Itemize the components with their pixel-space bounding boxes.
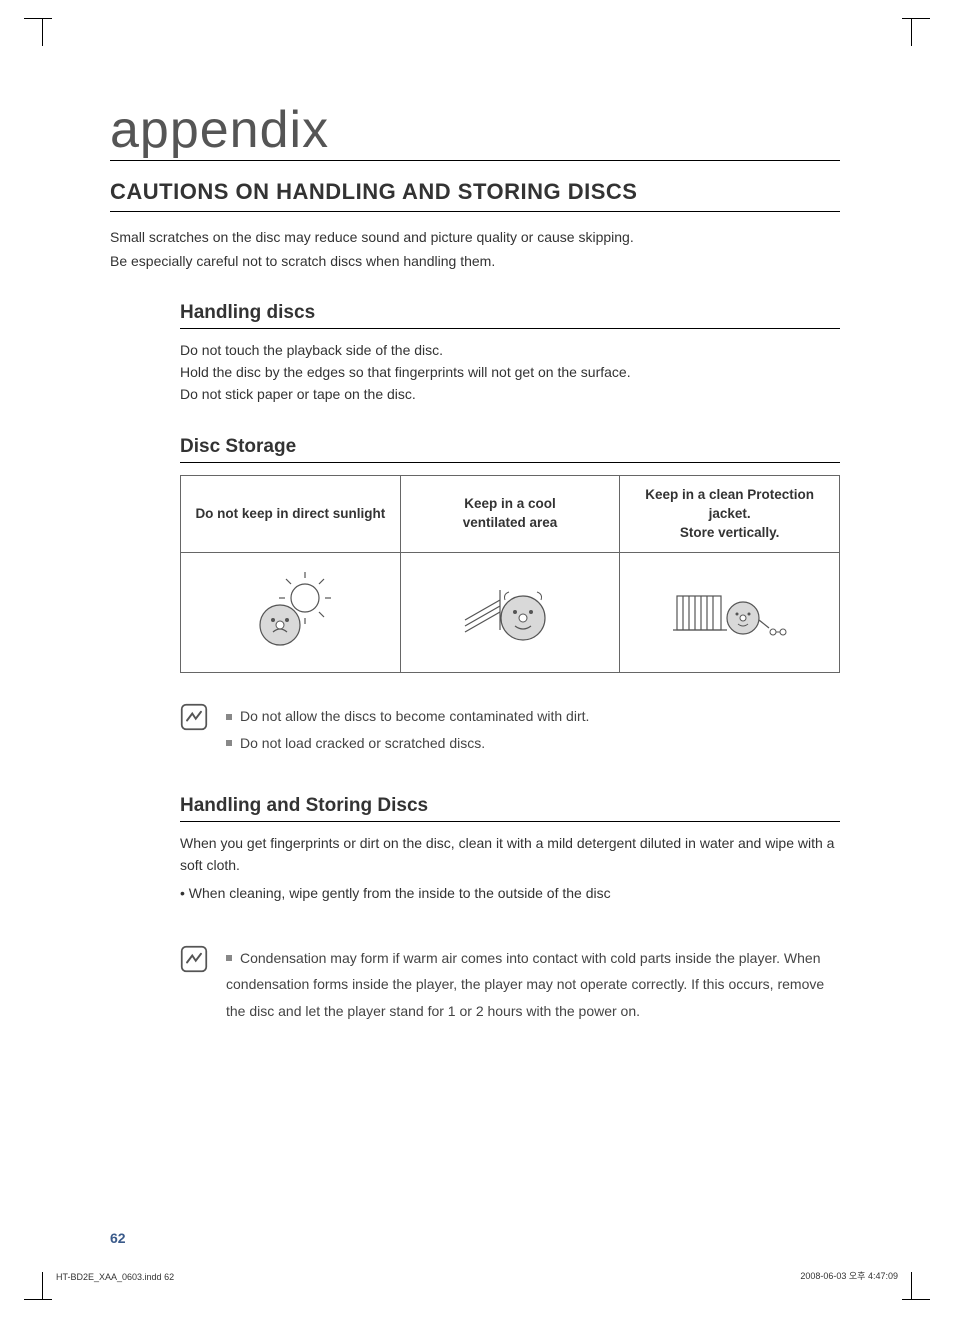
note-item: Condensation may form if warm air comes … [226,945,840,1025]
crop-mark [42,18,62,46]
intro-paragraph: Small scratches on the disc may reduce s… [110,226,840,274]
crop-mark [892,18,912,46]
disc-jacket-illustration-icon [665,570,795,655]
text-line: Do not touch the playback side of the di… [180,342,443,358]
crop-mark [24,18,52,19]
table-image-cell [400,553,620,673]
body-text: Do not touch the playback side of the di… [180,339,840,406]
sub-heading: Disc Storage [180,436,840,463]
crop-mark [902,1299,930,1300]
note-text: Condensation may form if warm air comes … [226,950,824,1019]
footer-timestamp: 2008-06-03 오후 4:47:09 [800,1269,898,1282]
table-header-row: Do not keep in direct sunlight Keep in a… [181,475,840,553]
page-number: 62 [110,1230,126,1246]
crop-mark [24,1299,52,1300]
section-handling-storing: Handling and Storing Discs When you get … [180,795,840,905]
table-header-cell: Do not keep in direct sunlight [181,475,401,553]
body-text: When you get fingerprints or dirt on the… [180,832,840,877]
crop-mark [902,18,930,19]
cell-text: Keep in a clean Protection jacket.Store … [645,487,814,540]
sub-heading: Handling and Storing Discs [180,795,840,822]
bullet-text: When cleaning, wipe gently from the insi… [189,885,611,901]
storage-table: Do not keep in direct sunlight Keep in a… [180,475,840,674]
bullet-icon [226,955,232,961]
intro-line: Small scratches on the disc may reduce s… [110,229,634,245]
table-image-cell [620,553,840,673]
bullet-list: • When cleaning, wipe gently from the in… [180,882,840,904]
bullet-icon [226,714,232,720]
sub-heading: Handling discs [180,302,840,329]
note-icon [180,703,216,756]
intro-line: Be especially careful not to scratch dis… [110,253,495,269]
table-header-cell: Keep in a coolventilated area [400,475,620,553]
note-icon [180,945,216,1025]
table-image-cell [181,553,401,673]
note-text: Do not load cracked or scratched discs. [240,735,485,751]
note-block: Do not allow the discs to become contami… [180,703,840,756]
section-disc-storage: Disc Storage Do not keep in direct sunli… [180,436,840,674]
bullet-icon [226,740,232,746]
page-content: appendix CAUTIONS ON HANDLING AND STORIN… [110,100,840,1063]
note-list: Do not allow the discs to become contami… [226,703,840,756]
note-text: Do not allow the discs to become contami… [240,708,589,724]
footer-filename: HT-BD2E_XAA_0603.indd 62 [56,1272,174,1282]
text-line: Hold the disc by the edges so that finge… [180,364,631,380]
chapter-title: appendix [110,100,840,161]
cell-text: Keep in a coolventilated area [463,496,558,530]
disc-ventilated-illustration-icon [455,570,565,655]
note-block: Condensation may form if warm air comes … [180,945,840,1025]
text-line: Do not stick paper or tape on the disc. [180,386,416,402]
section-handling-discs: Handling discs Do not touch the playback… [180,302,840,406]
disc-sunlight-illustration-icon [235,570,345,655]
note-list: Condensation may form if warm air comes … [226,945,840,1025]
table-image-row [181,553,840,673]
note-item: Do not load cracked or scratched discs. [226,730,840,757]
table-header-cell: Keep in a clean Protection jacket.Store … [620,475,840,553]
main-heading: CAUTIONS ON HANDLING AND STORING DISCS [110,179,840,212]
note-item: Do not allow the discs to become contami… [226,703,840,730]
